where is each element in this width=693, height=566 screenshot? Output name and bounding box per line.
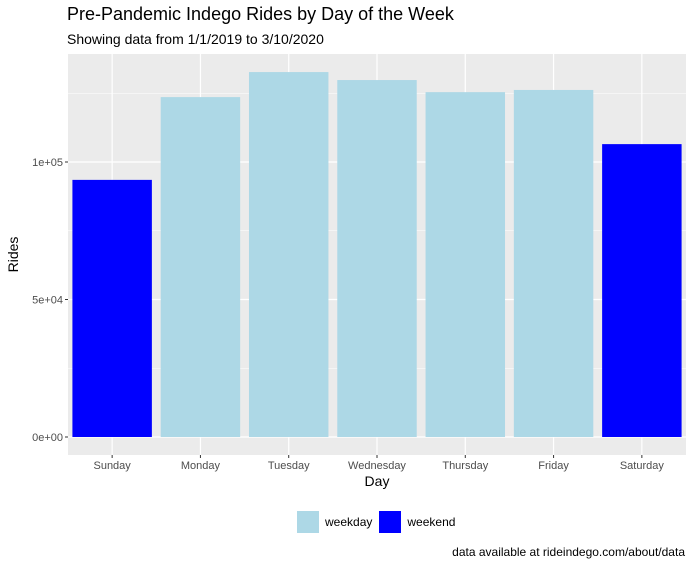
chart-title: Pre-Pandemic Indego Rides by Day of the …: [67, 4, 454, 24]
y-tick-label: 1e+05: [32, 157, 63, 169]
legend-item-weekend: weekend: [379, 511, 455, 533]
bar-wednesday: [337, 80, 417, 438]
y-axis-title: Rides: [5, 237, 21, 273]
x-tick-label: Friday: [538, 460, 569, 472]
legend-key-weekday: [297, 511, 319, 533]
legend-key-weekend: [379, 511, 402, 533]
bar-thursday: [425, 92, 506, 438]
chart-subtitle: Showing data from 1/1/2019 to 3/10/2020: [67, 31, 324, 47]
x-tick-label: Tuesday: [268, 460, 310, 472]
legend-label-weekday: weekday: [325, 515, 373, 529]
x-tick-label: Thursday: [442, 460, 488, 472]
bar-monday: [160, 97, 241, 437]
y-tick-label: 5e+04: [32, 295, 63, 307]
bar-friday: [513, 89, 594, 437]
bar-tuesday: [248, 72, 329, 437]
x-tick-label: Saturday: [620, 460, 665, 472]
legend-label-weekend: weekend: [407, 515, 456, 529]
x-axis-title: Day: [365, 473, 390, 489]
y-tick-label: 0e+00: [32, 432, 63, 444]
bar-saturday: [602, 144, 682, 437]
legend: weekday weekend: [297, 511, 462, 533]
legend-item-weekday: weekday: [297, 511, 372, 533]
chart-caption: data available at rideindego.com/about/d…: [452, 545, 685, 559]
x-tick-label: Wednesday: [348, 460, 406, 472]
x-tick-label: Monday: [181, 460, 221, 472]
x-tick-label: Sunday: [93, 460, 131, 472]
bar-sunday: [72, 179, 152, 437]
